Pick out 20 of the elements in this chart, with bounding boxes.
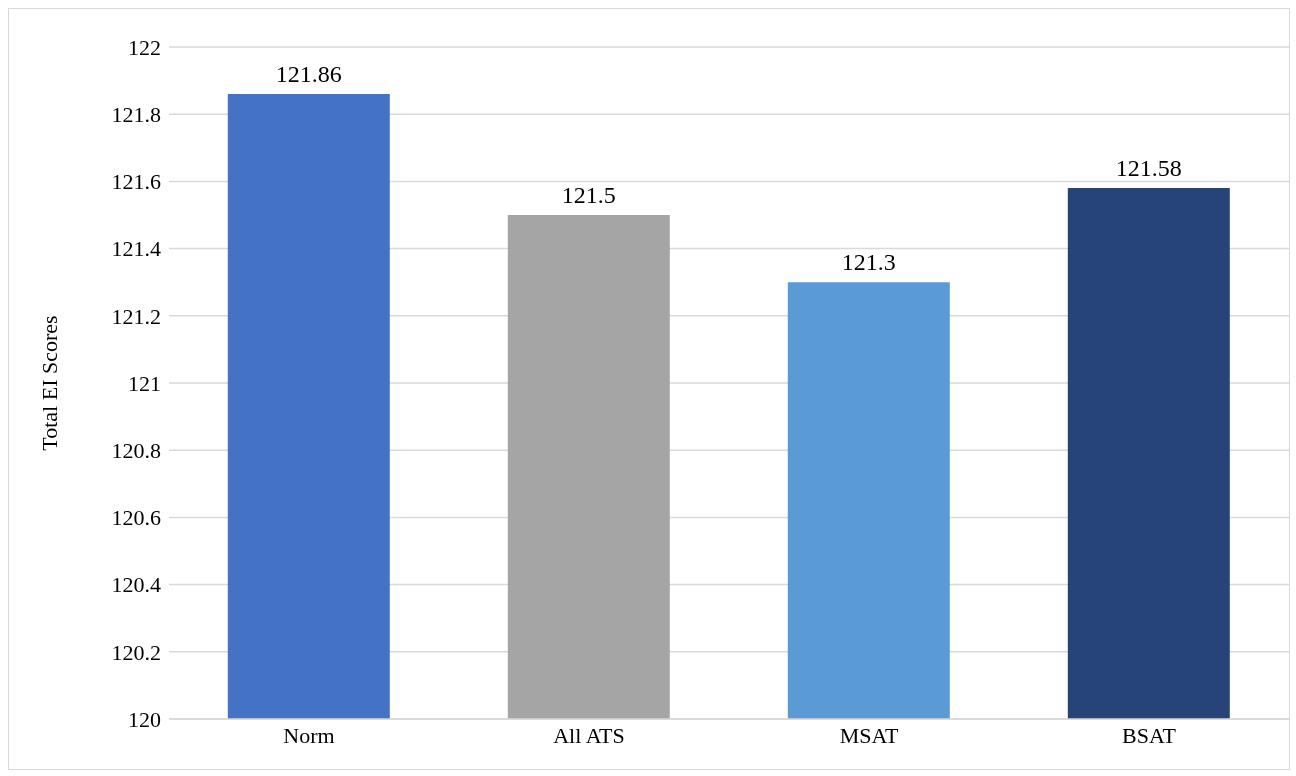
data-label: 121.86 xyxy=(275,61,342,88)
y-tick-label: 120.6 xyxy=(111,505,161,531)
y-tick-label: 122 xyxy=(128,34,161,60)
y-axis-title: Total EI Scores xyxy=(36,315,62,451)
data-label: 121.3 xyxy=(841,249,896,276)
x-tick-label: All ATS xyxy=(553,722,625,748)
y-tick-label: 121.6 xyxy=(111,169,161,195)
x-tick-label: BSAT xyxy=(1122,722,1177,748)
y-tick-label: 120.2 xyxy=(111,639,161,665)
data-label: 121.5 xyxy=(561,182,616,208)
x-tick-label: Norm xyxy=(283,722,335,748)
y-tick-label: 120.4 xyxy=(111,572,161,598)
x-tick-label: MSAT xyxy=(839,722,899,748)
y-tick-label: 121.4 xyxy=(111,236,161,262)
y-tick-label: 121.2 xyxy=(111,303,161,329)
y-tick-label: 120 xyxy=(128,706,161,732)
y-tick-label: 121.8 xyxy=(111,102,161,128)
data-label: 121.58 xyxy=(1115,155,1182,182)
y-tick-label: 121 xyxy=(128,370,161,396)
y-tick-label: 120.8 xyxy=(111,438,161,464)
